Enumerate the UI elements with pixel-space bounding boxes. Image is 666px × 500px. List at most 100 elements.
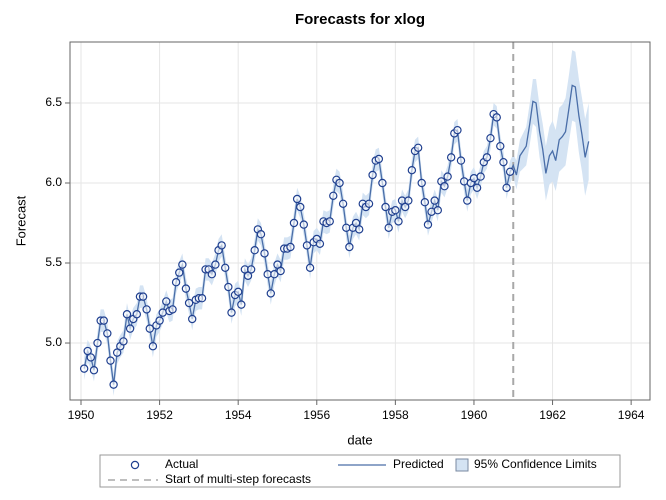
data-point [355,225,364,234]
data-point [171,278,181,287]
legend-label: 95% Confidence Limits [474,457,597,471]
data-point [335,178,344,188]
data-point [168,305,177,314]
data-point [374,154,384,164]
data-point [400,202,410,212]
data-point [286,242,295,252]
data-point [273,260,282,269]
data-point [276,266,285,276]
data-point [181,284,191,293]
x-axis-label: date [347,432,372,447]
data-point [413,143,423,152]
data-point [148,342,158,351]
data-point [250,246,259,255]
data-point [296,202,305,212]
legend-label: Actual [165,457,198,471]
data-point [246,265,256,274]
data-point [378,178,387,188]
data-point [476,172,485,181]
data-point [119,337,128,346]
data-point [155,316,164,325]
plot-area [70,42,650,400]
data-point [106,356,115,365]
data-point [345,242,354,252]
data-point [224,282,233,292]
x-tick-label: 1964 [618,408,645,422]
data-point [420,197,430,207]
data-point [505,167,515,176]
data-point [184,298,194,308]
data-point [227,308,236,317]
y-tick-label: 6.5 [45,95,62,109]
x-tick-label: 1952 [146,408,173,422]
data-point [443,172,452,181]
data-point [89,366,99,375]
legend-label: Start of multi-step forecasts [165,472,311,486]
data-point [125,324,135,333]
data-point [338,199,348,208]
data-point [430,196,439,205]
data-point [79,364,89,373]
legend: Actual Predicted 95% Confidence Limits Star… [99,454,621,488]
data-point [502,183,511,192]
data-point [459,177,469,186]
data-point [207,270,217,279]
data-point [351,218,361,228]
x-tick-label: 1956 [303,408,330,422]
data-point [103,329,112,338]
data-point [112,348,122,357]
x-tick-label: 1962 [539,408,566,422]
data-point [368,170,377,180]
data-point [482,153,492,162]
data-point [221,263,230,273]
data-point [394,217,403,226]
data-point [256,230,266,239]
data-point [266,289,275,298]
data-point [83,346,92,356]
legend-marker [130,460,140,470]
data-point [384,223,393,233]
data-point [99,316,108,325]
data-point [233,287,243,297]
data-point [433,205,443,215]
data-point [325,217,334,226]
data-point [329,191,338,200]
chart-title: Forecasts for xlog [295,11,425,28]
data-point [417,178,426,188]
data-point [86,353,96,362]
data-point [456,156,466,165]
x-tick-label: 1960 [461,408,488,422]
data-point [243,271,253,281]
data-point [217,241,226,250]
y-tick-label: 5.5 [45,255,62,269]
data-point [315,239,325,249]
data-point [132,310,142,319]
x-tick-label: 1954 [225,408,252,422]
data-point [391,205,400,215]
x-tick-label: 1950 [68,408,95,422]
y-axis-label: Forecast [13,195,28,246]
data-point [469,173,479,183]
data-point [122,310,132,319]
data-point [237,300,246,309]
data-point [463,196,472,205]
data-point [302,241,312,250]
x-tick-label: 1958 [382,408,409,422]
data-point [260,249,269,258]
data-point [423,220,433,229]
data-point [446,153,456,162]
data-point [472,183,482,192]
data-point [175,268,184,277]
plot-frame [69,41,651,401]
data-point [407,165,417,175]
data-point [109,380,118,389]
data-point [289,218,299,228]
y-tick-label: 6.0 [45,175,62,189]
data-point [305,263,315,273]
data-point [486,133,495,143]
legend-label: Predicted [393,457,444,471]
data-point [492,113,501,122]
data-point [158,308,167,317]
